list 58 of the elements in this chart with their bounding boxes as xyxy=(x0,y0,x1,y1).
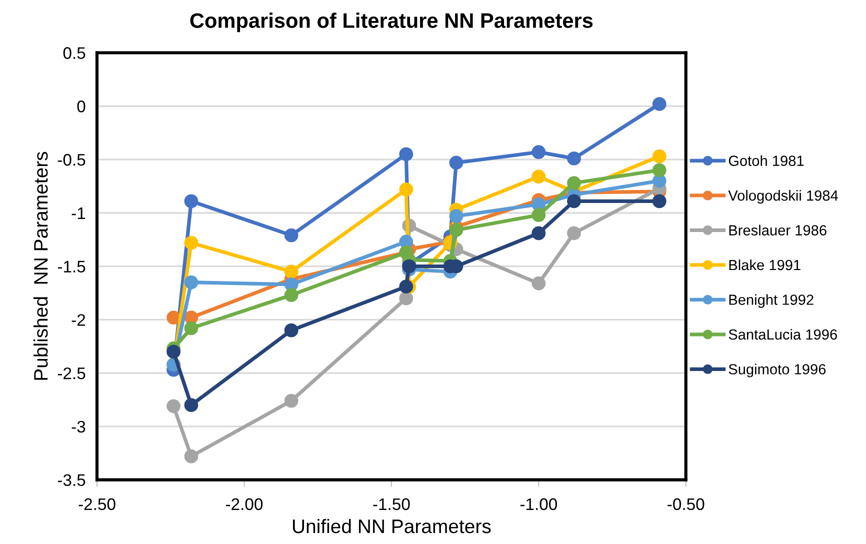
point xyxy=(567,152,581,166)
legend-label: Breslauer 1986 xyxy=(729,224,826,236)
point xyxy=(652,163,666,178)
point xyxy=(399,182,414,196)
point xyxy=(166,344,180,359)
y-tick-label: 0.5 xyxy=(63,47,86,59)
point xyxy=(567,194,581,208)
y-axis-title: Published NN Parameters xyxy=(33,152,48,380)
point xyxy=(284,394,298,408)
point xyxy=(166,399,180,414)
point xyxy=(399,291,414,306)
y-tick-label: -0.5 xyxy=(58,154,86,166)
chart-title: Comparison of Literature NN Parameters xyxy=(190,12,593,32)
point xyxy=(532,276,546,290)
point xyxy=(284,323,298,338)
point xyxy=(652,97,666,111)
legend-label: Gotoh 1981 xyxy=(728,155,804,166)
point xyxy=(532,226,546,240)
point xyxy=(399,280,414,294)
y-tick-label: -2 xyxy=(72,314,86,326)
point xyxy=(449,209,464,224)
legend-label: Vologodskii 1984 xyxy=(728,190,838,204)
point xyxy=(184,398,198,412)
point xyxy=(532,208,546,222)
x-tick-label: -0.50 xyxy=(668,498,704,510)
point xyxy=(399,147,414,162)
point xyxy=(449,223,464,237)
point xyxy=(184,236,198,250)
y-tick-label: -1.5 xyxy=(58,260,86,272)
point xyxy=(567,226,581,240)
x-tick-label: -2.50 xyxy=(78,498,116,510)
legend-label: SantaLucia 1996 xyxy=(728,328,837,340)
point xyxy=(166,310,180,324)
x-axis-title: Unified NN Parameters xyxy=(292,518,491,534)
point xyxy=(652,194,666,208)
y-tick-label: -3.5 xyxy=(58,474,86,486)
point xyxy=(284,288,298,302)
point xyxy=(652,149,666,164)
legend-label: Blake 1991 xyxy=(729,259,800,270)
x-tick-label: -1.00 xyxy=(520,498,557,510)
legend-label: Benight 1992 xyxy=(729,294,814,308)
point xyxy=(449,156,464,170)
point xyxy=(284,264,298,279)
y-tick-label: 0 xyxy=(77,100,86,112)
point xyxy=(184,275,198,290)
point xyxy=(567,176,581,190)
point xyxy=(184,321,198,336)
point xyxy=(532,145,546,159)
x-tick-label: -1.50 xyxy=(373,498,410,510)
x-tick-label: -2.00 xyxy=(226,498,263,510)
point xyxy=(284,228,298,242)
legend-label: Sugimoto 1996 xyxy=(728,364,826,378)
point xyxy=(184,449,198,464)
point xyxy=(184,194,198,208)
point xyxy=(532,170,546,184)
y-tick-label: -1 xyxy=(72,207,86,219)
y-tick-label: -2.5 xyxy=(58,367,86,380)
y-tick-label: -3 xyxy=(72,420,86,433)
